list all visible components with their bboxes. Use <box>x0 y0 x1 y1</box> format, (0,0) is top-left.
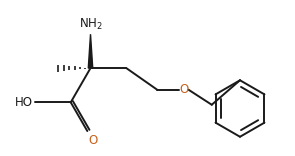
Text: HO: HO <box>15 96 33 109</box>
Polygon shape <box>88 34 93 68</box>
Text: O: O <box>88 134 98 147</box>
Text: NH$_2$: NH$_2$ <box>78 17 102 32</box>
Text: O: O <box>179 83 188 96</box>
